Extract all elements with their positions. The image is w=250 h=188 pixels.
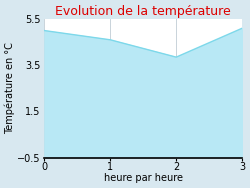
Y-axis label: Température en °C: Température en °C [5,42,15,134]
Title: Evolution de la température: Evolution de la température [55,5,231,18]
X-axis label: heure par heure: heure par heure [104,173,183,183]
